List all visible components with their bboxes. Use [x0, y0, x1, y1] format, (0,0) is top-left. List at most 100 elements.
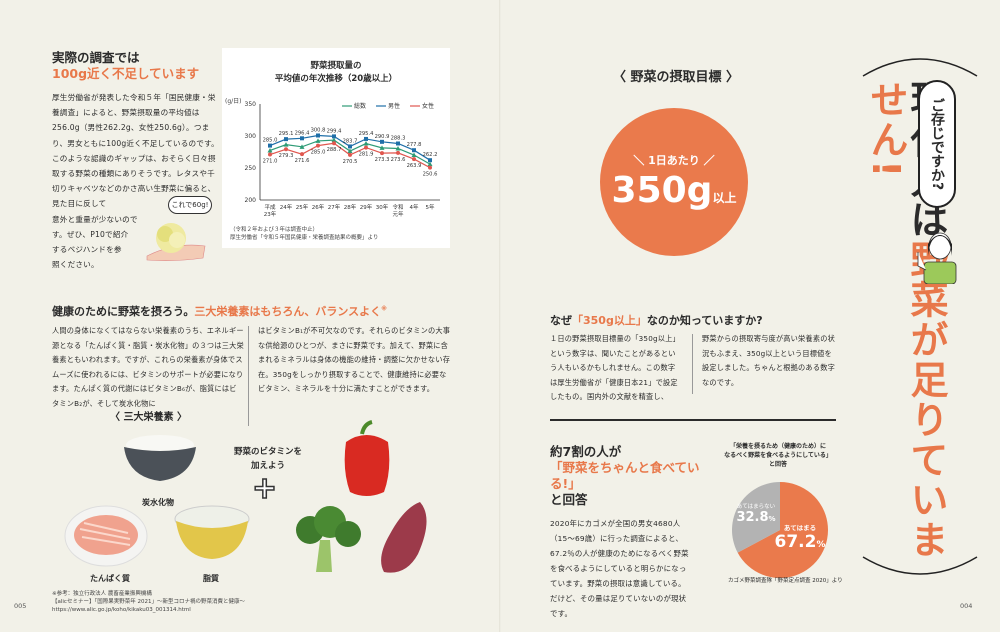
data-point — [267, 147, 273, 153]
pork-image — [64, 505, 148, 567]
x-tick-label: 30年 — [376, 203, 389, 211]
why-heading-orange: 「350g以上」 — [572, 314, 647, 327]
pie-source: カゴメ野菜調査隊「野菜定点調査 2020」より — [728, 578, 843, 584]
why-heading: なぜ「350g以上」なのか知っていますか? — [550, 312, 763, 328]
data-label: 262.2 — [423, 152, 438, 158]
nutrition-heading-orange: 三大栄養素はもちろん、バランスよく — [194, 305, 382, 318]
data-point — [428, 165, 432, 170]
pie-label-no: あてはまらない 32.8% — [736, 502, 776, 525]
x-tick-label: 29年 — [360, 203, 373, 211]
pie-slice-0 — [737, 482, 828, 578]
data-point — [411, 152, 417, 158]
broccoli-image — [290, 500, 365, 575]
data-label: 300.8 — [311, 127, 326, 133]
data-point — [412, 157, 416, 162]
data-point — [284, 147, 288, 152]
diagram-title: 〈 三大栄養素 〉 — [110, 412, 187, 423]
goal-amount: 350g — [611, 170, 713, 211]
goal-title: 〈 野菜の摂取目標 〉 — [612, 70, 740, 85]
goal-circle: ＼ 1日あたり ／ 350g以上 — [600, 108, 748, 256]
data-point — [268, 152, 272, 157]
why-heading-post: なのか知っていますか? — [646, 314, 763, 327]
headline-orange: 野菜が足りていません! — [864, 80, 948, 560]
x-tick-label: 元年 — [392, 210, 404, 218]
data-point — [316, 133, 320, 138]
x-tick-label: 28年 — [344, 203, 357, 211]
data-point — [332, 141, 336, 146]
legend-label: 男性 — [388, 102, 400, 110]
data-label: 299.4 — [327, 128, 343, 134]
data-label: 295.4 — [359, 131, 375, 137]
data-label: 273.3 — [375, 157, 390, 163]
data-point — [316, 143, 320, 148]
headline-arc-top — [862, 58, 978, 77]
data-point — [332, 134, 336, 139]
x-tick-label: 24年 — [280, 203, 293, 211]
pie-yes-value: 67.2 — [774, 532, 817, 552]
pie-label-yes: あてはまる 67.2% — [772, 522, 828, 552]
data-label: 263.9 — [407, 163, 422, 169]
survey-section: 実際の調査では 100g近く不足しています 厚生労働省が発表した令和５年「国民健… — [52, 50, 222, 272]
data-point — [315, 138, 321, 143]
y-tick-label: 200 — [245, 197, 257, 204]
nutrition-heading-mark: ※ — [381, 305, 387, 313]
data-label: 288.3 — [391, 135, 406, 141]
data-point — [331, 137, 337, 143]
pie-no-label: あてはまらない — [736, 504, 776, 510]
sweet-potato-image — [372, 498, 434, 576]
nutrition-heading: 健康のために野菜を摂ろう。三大栄養素はもちろん、バランスよく※ — [52, 303, 472, 319]
chart-title: 野菜摂取量の 平均値の年次推移（20歳以上） — [274, 61, 398, 84]
data-label: 271.6 — [295, 158, 310, 164]
data-label: 250.6 — [423, 172, 438, 178]
column-divider — [248, 326, 249, 426]
data-label: 279.3 — [279, 153, 294, 159]
per-day-label: ＼ 1日あたり ／ — [633, 154, 715, 167]
protein-label: たんぱく質 — [90, 574, 130, 583]
x-tick-label: 26年 — [312, 203, 325, 211]
data-label: 290.9 — [375, 134, 390, 140]
section-rule — [550, 419, 836, 421]
page-number-right: 004 — [960, 602, 973, 610]
x-tick-label: 平成 — [264, 203, 276, 211]
data-point — [348, 144, 352, 149]
y-tick-label: 350 — [245, 101, 257, 108]
pie-slice-1 — [732, 482, 780, 553]
data-point — [380, 151, 384, 156]
data-label: 281.9 — [359, 152, 374, 158]
vitamin-note: 野菜のビタミンを 加えよう — [233, 447, 302, 471]
data-label: 288.7 — [327, 147, 342, 153]
survey-heading-2: 100g近く不足しています — [52, 66, 200, 81]
column-divider-right — [692, 334, 693, 394]
data-label: 277.8 — [407, 142, 422, 148]
kagome-heading-3: と回答 — [550, 492, 588, 507]
data-point — [363, 141, 369, 146]
kagome-heading-1: 約7割の人が — [550, 444, 622, 459]
data-label: 283.7 — [343, 138, 358, 144]
data-point — [300, 152, 304, 157]
plus-icon: + — [251, 471, 278, 506]
data-point — [283, 142, 289, 147]
data-label: 285.0 — [311, 150, 326, 156]
data-label: 273.6 — [391, 157, 406, 163]
red-pepper-image — [340, 420, 392, 498]
woman-illustration — [910, 222, 960, 285]
headline-arc-bottom — [862, 556, 978, 575]
reference-note: ※参考：独立行政法人 農畜産業振興機構 【alicセミナー】「国際果実野菜年 2… — [52, 591, 245, 613]
data-label: 295.1 — [279, 131, 294, 137]
data-point — [299, 144, 305, 149]
y-axis-label: (g/日) — [225, 98, 242, 105]
data-point — [428, 158, 432, 163]
data-point — [395, 145, 401, 151]
x-tick-label: 27年 — [328, 203, 341, 211]
nutrition-heading-black: 健康のために野菜を摂ろう。 — [52, 305, 195, 318]
data-point — [347, 148, 353, 154]
data-point — [348, 152, 352, 157]
kagome-survey: 約7割の人が 「野菜をちゃんと食べている!」 と回答 2020年にカゴメが全国の… — [550, 444, 710, 621]
x-tick-label: 25年 — [296, 203, 309, 211]
data-label: 270.5 — [343, 159, 358, 165]
page-number-left: 005 — [14, 602, 27, 610]
data-point — [300, 136, 304, 141]
carb-label: 炭水化物 — [142, 498, 174, 507]
survey-body: 厚生労働省が発表した令和５年「国民健康・栄養調査」によると、野菜摂取量の平均値は… — [52, 93, 219, 270]
